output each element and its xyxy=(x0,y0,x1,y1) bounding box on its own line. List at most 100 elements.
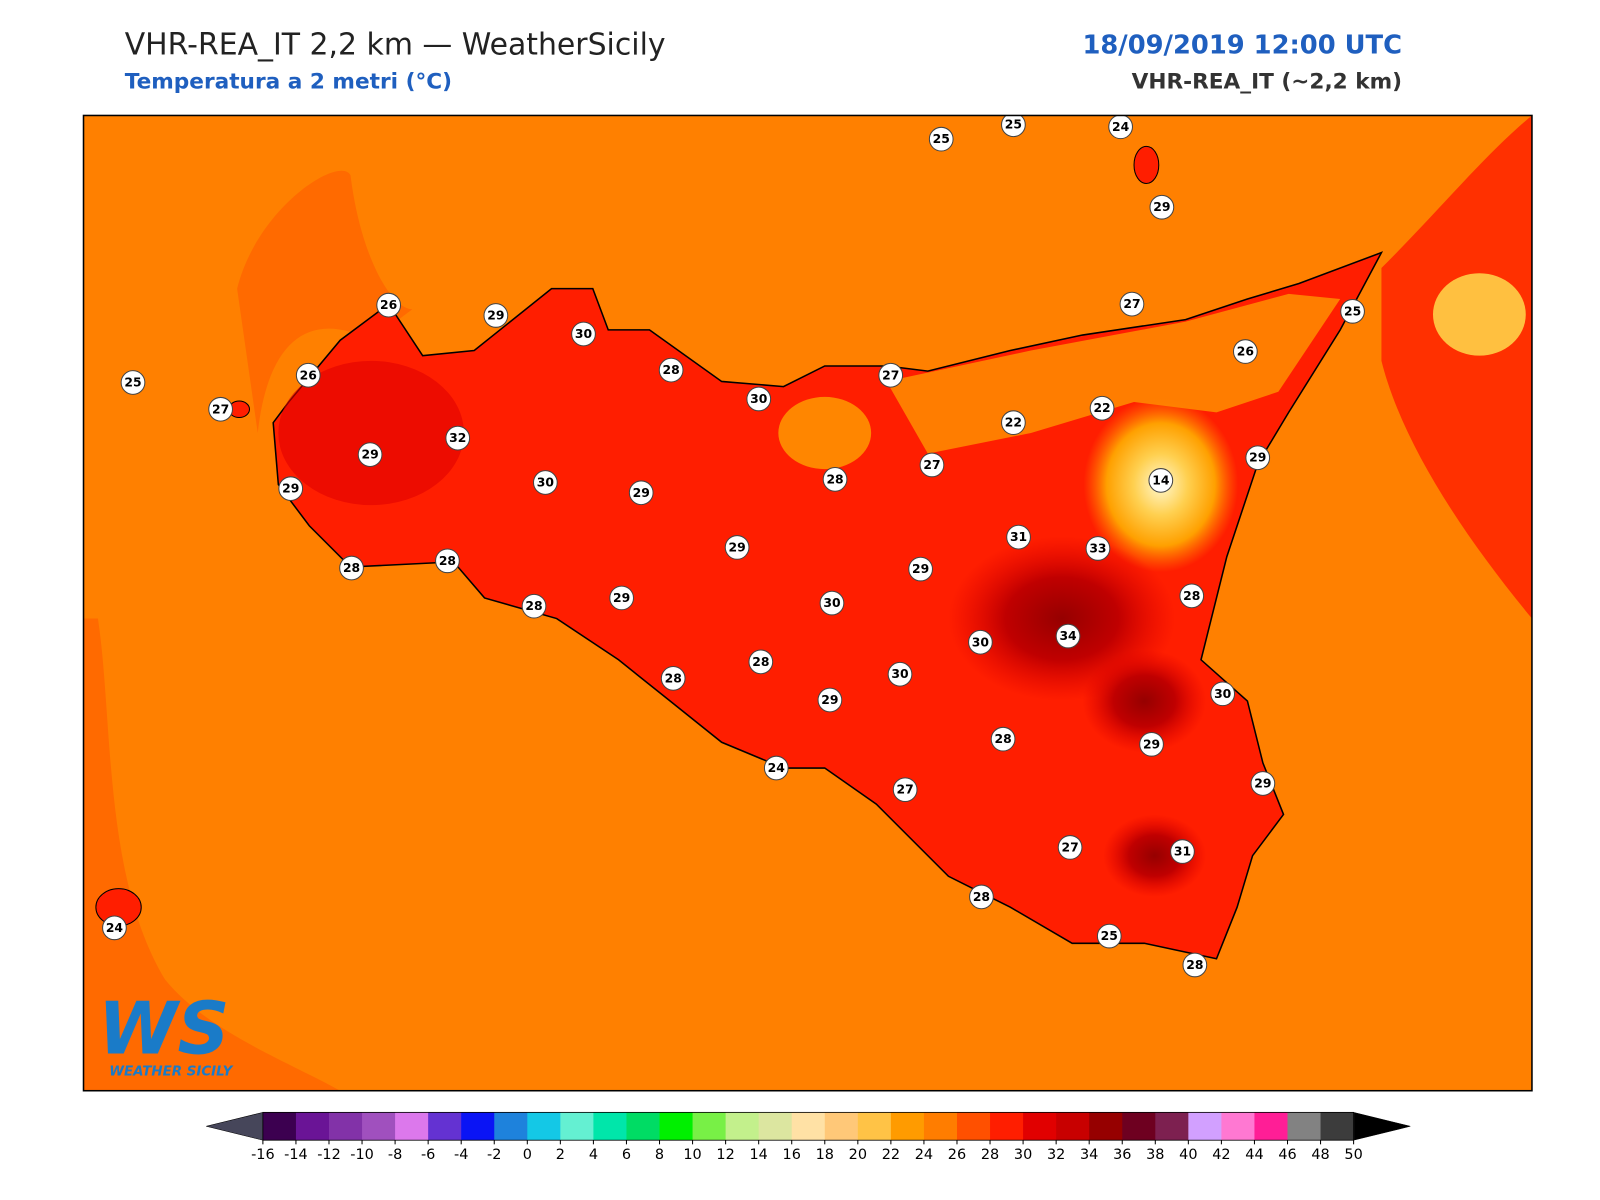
station-value: 26 xyxy=(1237,345,1254,359)
station-value: 26 xyxy=(300,368,317,382)
station-marker xyxy=(571,321,596,347)
hot-south xyxy=(1103,814,1207,897)
colorbar-tick-label: 20 xyxy=(849,1147,867,1163)
colorbar-tick-label: 16 xyxy=(783,1147,801,1163)
station-marker xyxy=(724,535,750,560)
station-marker xyxy=(339,555,364,581)
station-value: 29 xyxy=(1254,777,1271,791)
colorbar-bin xyxy=(1122,1112,1156,1141)
station-marker xyxy=(1055,623,1081,649)
station-value: 27 xyxy=(1123,297,1140,311)
station-value: 28 xyxy=(525,599,542,613)
station-value: 27 xyxy=(1062,840,1079,854)
station-marker xyxy=(208,396,233,422)
station-value: 25 xyxy=(1344,304,1361,318)
station-value: 30 xyxy=(1214,687,1232,701)
colorbar-bin xyxy=(923,1112,958,1141)
station-value: 29 xyxy=(821,693,838,707)
station-marker xyxy=(969,884,994,910)
colorbar-tick-label: 30 xyxy=(1014,1147,1032,1163)
station-value: 29 xyxy=(282,482,299,496)
station-value: 25 xyxy=(124,375,141,389)
colorbar-tick-label: 14 xyxy=(749,1147,767,1163)
station-marker xyxy=(483,303,509,328)
station-value: 29 xyxy=(487,308,504,322)
station-value: 22 xyxy=(1005,416,1022,430)
datetime: 18/09/2019 12:00 UTC xyxy=(1082,31,1402,61)
station-value: 26 xyxy=(380,298,397,312)
colorbar-tick-label: -4 xyxy=(454,1147,468,1163)
station-value: 32 xyxy=(449,431,466,445)
station-value: 30 xyxy=(750,392,768,406)
colorbar-tick-label: 0 xyxy=(523,1147,532,1163)
colorbar-tick-label: -2 xyxy=(487,1147,501,1163)
station-value: 30 xyxy=(575,327,593,341)
station-marker xyxy=(445,425,471,451)
sea-warm xyxy=(237,170,413,433)
station-value: 28 xyxy=(973,890,990,904)
station-marker xyxy=(532,470,558,495)
subtitle: Temperatura a 2 metri (°C) xyxy=(125,70,452,95)
station-value: 22 xyxy=(1093,401,1110,415)
colorbar-bin xyxy=(857,1112,892,1141)
station-value: 27 xyxy=(923,458,940,472)
map-frame xyxy=(82,114,1533,1092)
model-label: VHR-REA_IT (~2,2 km) xyxy=(1132,70,1402,95)
colorbar-bin xyxy=(1221,1112,1255,1141)
colorbar-bin xyxy=(990,1112,1024,1141)
station-marker xyxy=(1250,771,1276,796)
colorbar-tick-label: 46 xyxy=(1278,1147,1296,1163)
colorbar-bin xyxy=(1188,1112,1222,1141)
colorbar-bin xyxy=(295,1112,330,1141)
station-marker xyxy=(1001,410,1026,436)
station-value: 28 xyxy=(994,732,1011,746)
station-marker xyxy=(295,362,321,388)
station-value: 28 xyxy=(752,655,769,669)
island xyxy=(1133,145,1160,185)
colorbar-bin xyxy=(626,1112,661,1141)
station-value: 34 xyxy=(1059,629,1077,643)
station-marker xyxy=(1149,194,1175,220)
station-marker xyxy=(748,649,774,675)
stations: 25 25 24 29 26 29 30 25 26 27 28 30 27 27 25 26 22 22 32 29… xyxy=(102,115,1365,978)
colorbar-tick-label: 6 xyxy=(622,1147,631,1163)
station-value: 30 xyxy=(972,635,990,649)
colorbar-bin xyxy=(593,1112,627,1141)
station-value: 28 xyxy=(1186,958,1203,972)
colorbar-under xyxy=(206,1112,264,1141)
station-marker xyxy=(1340,298,1365,324)
station-marker xyxy=(892,777,918,803)
station-marker xyxy=(658,357,684,383)
colorbar-bin xyxy=(428,1112,462,1141)
station-marker xyxy=(968,629,993,655)
station-marker xyxy=(1179,583,1205,609)
colorbar-tick-label: -12 xyxy=(317,1147,341,1163)
colorbar-bin xyxy=(395,1112,429,1141)
station-marker xyxy=(278,476,304,502)
station-value: 30 xyxy=(823,596,841,610)
station-marker xyxy=(928,126,954,152)
station-value: 30 xyxy=(537,475,555,489)
colorbar-tick-label: 34 xyxy=(1080,1147,1098,1163)
colorbar-bin xyxy=(560,1112,594,1141)
station-value: 33 xyxy=(1089,541,1106,555)
station-marker xyxy=(1057,835,1083,860)
station-value: 28 xyxy=(343,561,360,575)
station-value: 24 xyxy=(106,921,124,935)
station-value: 31 xyxy=(1010,530,1027,544)
station-marker xyxy=(1119,291,1145,317)
station-marker xyxy=(763,755,789,781)
station-value: 28 xyxy=(826,472,843,486)
station-value: 29 xyxy=(1153,200,1170,214)
station-value: 28 xyxy=(663,363,680,377)
station-value: 29 xyxy=(912,562,929,576)
colorbar-bin xyxy=(1320,1112,1355,1141)
colorbar-bin xyxy=(461,1112,495,1141)
station-marker xyxy=(1001,115,1026,138)
colorbar-bin xyxy=(1023,1112,1057,1141)
colorbar-over xyxy=(1353,1112,1411,1141)
colorbar-tick-label: 22 xyxy=(882,1147,900,1163)
calabria xyxy=(1381,115,1532,619)
colorbar-tick-label: 38 xyxy=(1146,1147,1164,1163)
colorbar-bin xyxy=(328,1112,363,1141)
